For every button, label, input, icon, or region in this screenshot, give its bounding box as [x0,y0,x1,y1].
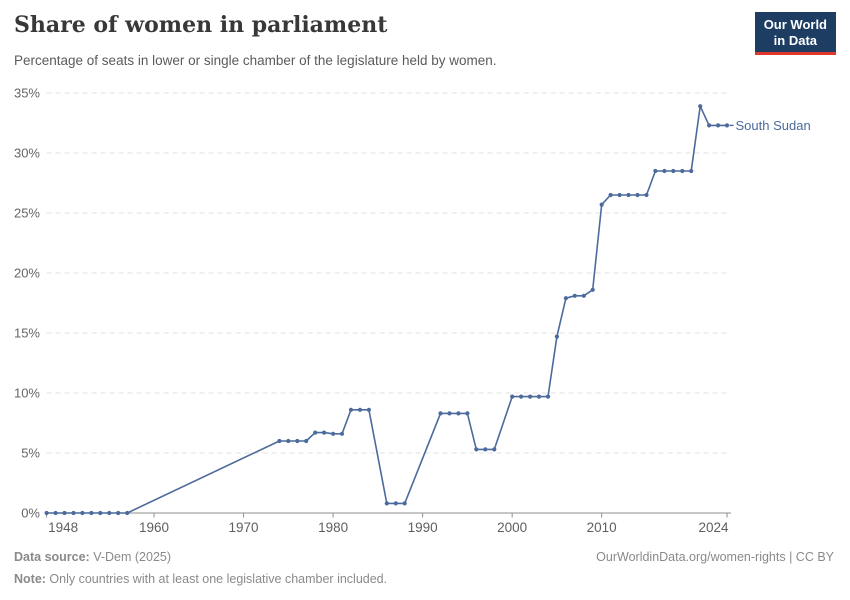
page-title: Share of women in parliament [14,12,388,38]
data-point [331,431,336,436]
data-point [716,123,721,128]
data-point [563,296,569,301]
data-point [554,334,560,339]
data-point [89,510,94,516]
data-point [80,510,85,516]
data-point [492,447,497,452]
data-point [322,430,327,435]
data-source-value: V-Dem (2025) [89,549,172,564]
data-point [402,501,407,506]
data-point [465,411,470,416]
data-point [313,430,318,435]
y-tick-label: 0% [21,506,40,521]
data-point [671,168,676,174]
data-point [71,510,76,516]
data-point [366,407,371,412]
data-point [98,510,103,516]
data-point [572,293,577,298]
data-point [689,168,694,174]
data-point [384,501,389,506]
x-tick-label: 1970 [229,520,259,535]
data-point [653,168,658,174]
data-point [626,192,631,198]
note-label: Note: [14,572,46,587]
y-tick-label: 30% [14,146,40,161]
y-tick-label: 35% [14,86,40,101]
owid-rights-link[interactable]: OurWorldinData.org/women-rights | CC BY [596,549,834,564]
data-point [536,394,542,399]
y-tick-label: 5% [21,446,40,461]
data-point [635,192,640,198]
data-point [53,510,58,516]
entity-label[interactable]: South Sudan [736,118,811,133]
chart-subtitle: Percentage of seats in lower or single c… [14,53,497,68]
data-point [590,287,595,292]
data-point [698,104,703,109]
note-value: Only countries with at least one legisla… [45,572,388,587]
data-point [277,438,282,444]
data-source-text: Data source: V-Dem (2025) [14,550,171,566]
data-point [348,407,354,412]
data-point [617,192,622,198]
data-point [474,447,479,452]
x-tick-label: 1980 [318,520,348,535]
data-point [519,394,524,399]
data-point [357,407,363,412]
x-tick-label: 2010 [587,520,617,535]
x-tick-label: 1990 [408,520,438,535]
data-point [107,510,112,516]
x-tick-label: 1948 [48,520,78,535]
data-point [581,293,586,298]
data-point [608,192,613,198]
owid-logo-line1: Our World [763,17,827,32]
data-point [286,438,291,444]
y-tick-label: 10% [14,386,40,401]
y-tick-label: 20% [14,266,40,281]
data-source-label: Data source: [14,549,90,564]
data-point [680,168,685,174]
data-point [599,202,604,207]
data-point [44,510,49,516]
data-point [707,123,712,128]
data-point [116,510,121,516]
data-point [125,510,130,516]
data-point [62,510,67,516]
owid-logo[interactable]: Our World in Data [754,12,836,56]
chart-footer: Data source: V-Dem (2025) OurWorldinData… [14,550,834,588]
data-point [295,438,300,444]
data-point [339,431,345,436]
y-tick-label: 15% [14,326,40,341]
data-point [662,168,667,174]
data-point [644,192,649,198]
x-tick-label: 1960 [139,520,169,535]
data-point [447,411,452,416]
data-point [483,447,488,452]
data-point [456,411,461,416]
data-point [304,438,309,444]
data-point [510,394,515,399]
x-tick-label: 2024 [698,520,729,535]
x-tick-label: 2000 [497,520,527,535]
note-text: Note: Only countries with at least one l… [14,572,834,588]
y-tick-label: 25% [14,206,40,221]
data-point [528,394,533,399]
data-point [438,411,443,416]
owid-logo-line2: in Data [773,32,818,48]
data-point [393,501,398,506]
data-point [545,394,551,399]
data-line [45,105,728,514]
data-point [724,123,730,128]
